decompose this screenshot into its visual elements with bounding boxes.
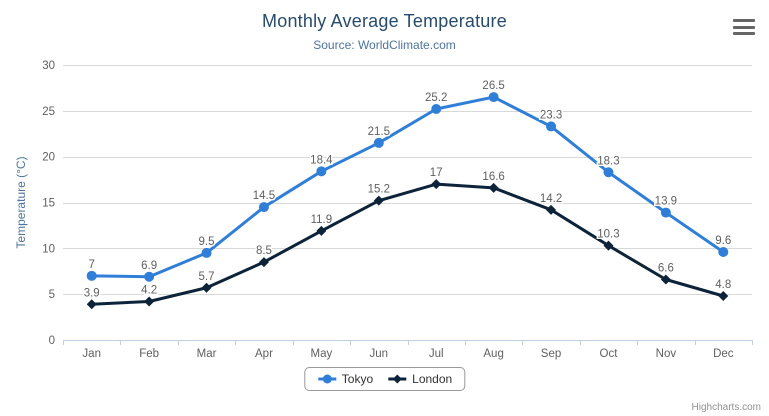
- x-axis-tick-label: Jun: [370, 348, 389, 360]
- data-point-marker[interactable]: [86, 270, 97, 281]
- data-point-marker[interactable]: [258, 257, 269, 268]
- context-menu-button[interactable]: [733, 19, 755, 35]
- data-point-marker[interactable]: [316, 225, 327, 236]
- x-axis-tick-label: Dec: [713, 348, 734, 360]
- data-label: 3.9: [84, 287, 100, 299]
- data-label: 6.6: [658, 263, 674, 275]
- x-axis-tick-label: Sep: [541, 348, 561, 360]
- legend-item-tokyo[interactable]: Tokyo: [317, 372, 373, 386]
- data-point-marker[interactable]: [718, 291, 729, 301]
- legend-item-london[interactable]: London: [387, 372, 452, 386]
- hamburger-icon: [733, 32, 755, 35]
- data-label: 4.8: [715, 279, 731, 291]
- circle-marker-icon: [317, 374, 336, 384]
- data-point-marker[interactable]: [431, 179, 442, 190]
- x-axis-tick-label: Oct: [600, 348, 619, 360]
- hamburger-icon: [733, 19, 755, 22]
- data-point-marker[interactable]: [488, 92, 499, 103]
- y-axis-tick-label: 5: [49, 289, 55, 301]
- x-axis-tick-label: Aug: [483, 348, 503, 360]
- diamond-marker-icon: [388, 374, 407, 384]
- x-axis-tick-label: Feb: [139, 348, 159, 360]
- data-label: 21.5: [368, 126, 390, 138]
- data-point-marker[interactable]: [144, 271, 155, 282]
- data-label: 7: [89, 259, 95, 271]
- data-point-marker[interactable]: [431, 104, 442, 114]
- data-label: 18.3: [597, 155, 619, 167]
- y-axis-tick-label: 0: [49, 335, 55, 347]
- y-axis-title: Temperature (°C): [14, 156, 28, 248]
- data-point-marker[interactable]: [144, 296, 155, 307]
- x-axis-tick-label: May: [311, 348, 333, 360]
- x-axis-tick-label: Jul: [429, 348, 444, 360]
- data-label: 14.5: [253, 190, 275, 202]
- chart-title: Monthly Average Temperature: [262, 11, 507, 31]
- y-axis-tick-label: 10: [42, 243, 55, 255]
- x-axis-tick-label: Mar: [197, 348, 217, 360]
- y-axis-tick-label: 25: [42, 106, 55, 118]
- data-label: 25.2: [425, 92, 447, 104]
- data-label: 18.4: [310, 154, 333, 166]
- data-point-marker[interactable]: [201, 282, 212, 293]
- data-point-marker[interactable]: [660, 207, 671, 218]
- chart-subtitle: Source: WorldClimate.com: [313, 38, 456, 52]
- chart-legend: Tokyo London: [303, 367, 466, 391]
- data-label: 15.2: [368, 184, 390, 196]
- series-line-tokyo[interactable]: [90, 95, 725, 279]
- data-point-marker[interactable]: [603, 240, 614, 251]
- x-axis-tick-label: Nov: [656, 348, 677, 360]
- data-point-marker[interactable]: [603, 167, 614, 178]
- data-label: 5.7: [199, 271, 215, 283]
- data-point-marker[interactable]: [373, 137, 384, 148]
- data-label: 9.5: [199, 236, 215, 248]
- y-axis-tick-label: 20: [42, 152, 55, 164]
- data-label: 23.3: [540, 109, 562, 121]
- data-point-marker[interactable]: [488, 182, 499, 193]
- hamburger-icon: [733, 25, 755, 29]
- x-axis-tick-label: Apr: [255, 348, 273, 360]
- series-line-london[interactable]: [90, 182, 725, 306]
- data-label: 6.9: [141, 260, 157, 272]
- data-label: 14.2: [540, 193, 562, 205]
- credits-link[interactable]: Highcharts.com: [691, 402, 761, 413]
- y-axis-tick-label: 15: [42, 198, 55, 210]
- data-point-marker[interactable]: [258, 202, 269, 213]
- legend-label: London: [412, 372, 453, 386]
- data-point-marker[interactable]: [546, 121, 557, 132]
- data-point-marker[interactable]: [718, 247, 729, 257]
- data-point-marker[interactable]: [546, 204, 557, 215]
- data-label: 4.2: [141, 285, 157, 297]
- data-label: 26.5: [482, 80, 504, 92]
- data-point-marker[interactable]: [660, 274, 671, 285]
- data-point-marker[interactable]: [373, 195, 384, 206]
- data-point-marker[interactable]: [316, 166, 327, 177]
- data-label: 16.6: [482, 171, 504, 183]
- data-point-marker[interactable]: [201, 247, 212, 258]
- data-label: 17: [430, 167, 443, 179]
- x-axis-tick-label: Jan: [82, 348, 101, 360]
- data-label: 8.5: [256, 245, 272, 257]
- data-point-marker[interactable]: [86, 299, 97, 310]
- y-axis-tick-label: 30: [42, 60, 55, 72]
- data-label: 11.9: [311, 214, 333, 226]
- legend-label: Tokyo: [341, 372, 374, 386]
- data-label: 13.9: [655, 196, 677, 208]
- data-label: 10.3: [597, 229, 619, 241]
- data-label: 9.6: [715, 235, 731, 247]
